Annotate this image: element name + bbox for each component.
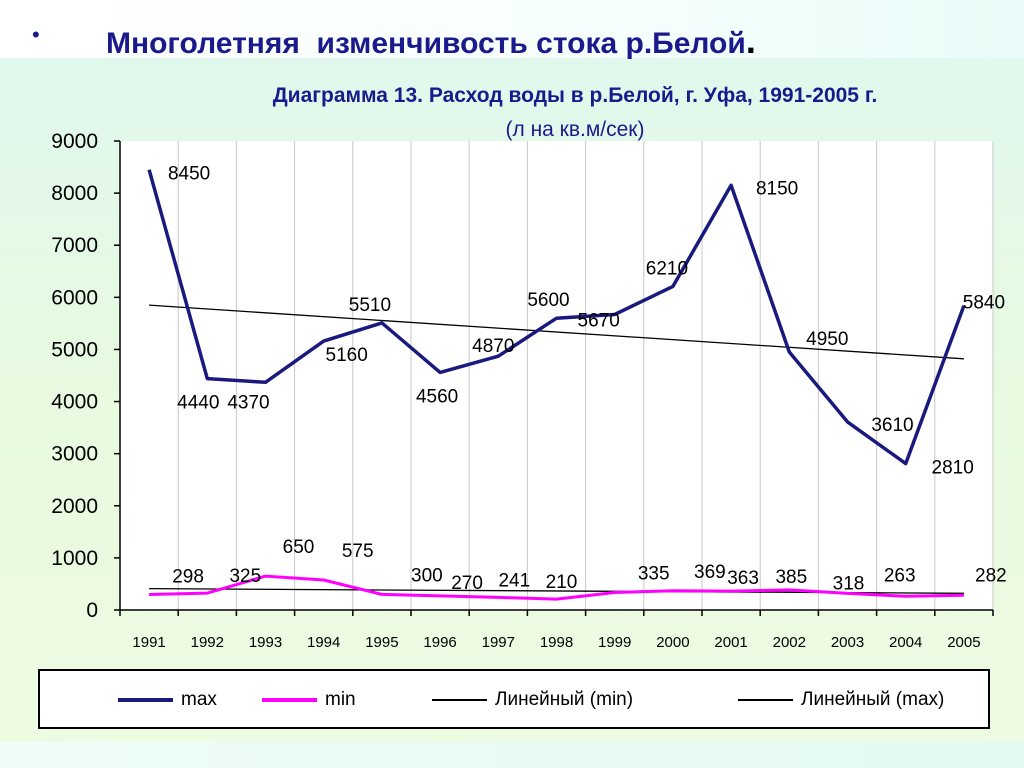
- data-label-max: 5600: [527, 290, 569, 311]
- data-label-min: 210: [546, 572, 578, 593]
- data-label-min: 300: [411, 565, 443, 586]
- x-tick-label: 1996: [423, 634, 456, 651]
- series-line-max: [147, 169, 966, 466]
- bullet-point: •: [32, 22, 40, 47]
- series-line-min: [149, 574, 964, 601]
- legend-label-trend-max: Линейный (max): [801, 689, 945, 710]
- y-tick-label: 5000: [51, 338, 98, 361]
- legend-swatch-min: [262, 698, 317, 702]
- data-label-max: 5160: [326, 345, 368, 366]
- x-tick-label: 1995: [365, 634, 398, 651]
- legend-swatch-trend-max: [738, 699, 793, 701]
- x-tick-label: 2005: [947, 634, 980, 651]
- data-label-min: 325: [229, 566, 261, 587]
- y-tick-label: 8000: [51, 182, 98, 205]
- data-label-max: 6210: [646, 258, 688, 279]
- data-label-max: 4370: [227, 392, 269, 413]
- data-label-max: 8150: [756, 178, 798, 199]
- chart-subtitle: (л на кв.м/сек): [505, 118, 645, 141]
- data-label-max: 5670: [578, 311, 620, 332]
- x-tick-label: 2001: [714, 634, 747, 651]
- trendline: [149, 304, 964, 360]
- data-label-min: 270: [451, 573, 483, 594]
- x-tick-label: 1998: [540, 634, 573, 651]
- legend-label-trend-min: Линейный (min): [495, 689, 634, 710]
- x-tick-label: 1992: [191, 634, 224, 651]
- x-tick-label: 1994: [307, 634, 340, 651]
- data-label-max: 5510: [349, 295, 391, 316]
- x-tick-label: 1999: [598, 634, 631, 651]
- data-label-max: 5840: [963, 293, 1005, 314]
- y-tick-label: 0: [86, 599, 98, 622]
- data-label-min: 575: [342, 541, 374, 562]
- data-label-min: 369: [694, 562, 726, 583]
- y-tick-label: 3000: [51, 443, 98, 466]
- data-label-min: 241: [498, 570, 530, 591]
- x-tick-label: 1993: [249, 634, 282, 651]
- data-label-min: 335: [638, 564, 670, 585]
- data-label-max: 2810: [932, 458, 974, 479]
- y-tick-label: 4000: [51, 391, 98, 414]
- y-tick-label: 6000: [51, 286, 98, 309]
- data-label-max: 4440: [177, 393, 219, 414]
- legend-swatch-max: [118, 698, 173, 702]
- slide-title-text: Многолетняя изменчивость стока р.Белой: [106, 27, 746, 60]
- data-label-max: 4560: [416, 386, 458, 407]
- y-tick-label: 7000: [51, 234, 98, 257]
- data-label-min: 318: [833, 573, 865, 594]
- data-label-max: 4870: [472, 336, 514, 357]
- legend-swatch-trend-min: [432, 699, 487, 701]
- plot-area: [120, 141, 993, 610]
- y-tick-label: 9000: [51, 130, 98, 153]
- data-label-min: 385: [775, 567, 807, 588]
- y-tick-label: 2000: [51, 495, 98, 518]
- bottom-band: [0, 742, 1024, 768]
- legend-label-min: min: [325, 689, 356, 710]
- data-label-min: 650: [283, 537, 315, 558]
- slide-title: Многолетняя изменчивость стока р.Белой.: [106, 20, 756, 62]
- x-tick-label: 1997: [482, 634, 515, 651]
- data-label-min: 263: [884, 565, 916, 586]
- x-tick-label: 2004: [889, 634, 922, 651]
- data-label-max: 8450: [168, 164, 210, 185]
- data-label-max: 4950: [806, 329, 848, 350]
- data-label-min: 282: [975, 565, 1007, 586]
- chart-title: Диаграмма 13. Расход воды в р.Белой, г. …: [272, 84, 878, 107]
- x-tick-label: 2003: [831, 634, 864, 651]
- slide-title-period: .: [745, 20, 756, 61]
- y-tick-label: 1000: [51, 547, 98, 570]
- chart-legend: max min Линейный (min) Линейный (max): [38, 669, 990, 729]
- x-tick-label: 2002: [773, 634, 806, 651]
- x-tick-label: 2000: [656, 634, 689, 651]
- data-label-min: 363: [727, 568, 759, 589]
- x-tick-label: 1991: [132, 634, 165, 651]
- title-band: [0, 0, 1024, 58]
- legend-label-max: max: [181, 689, 217, 710]
- data-label-max: 3610: [871, 415, 913, 436]
- data-label-min: 298: [172, 566, 204, 587]
